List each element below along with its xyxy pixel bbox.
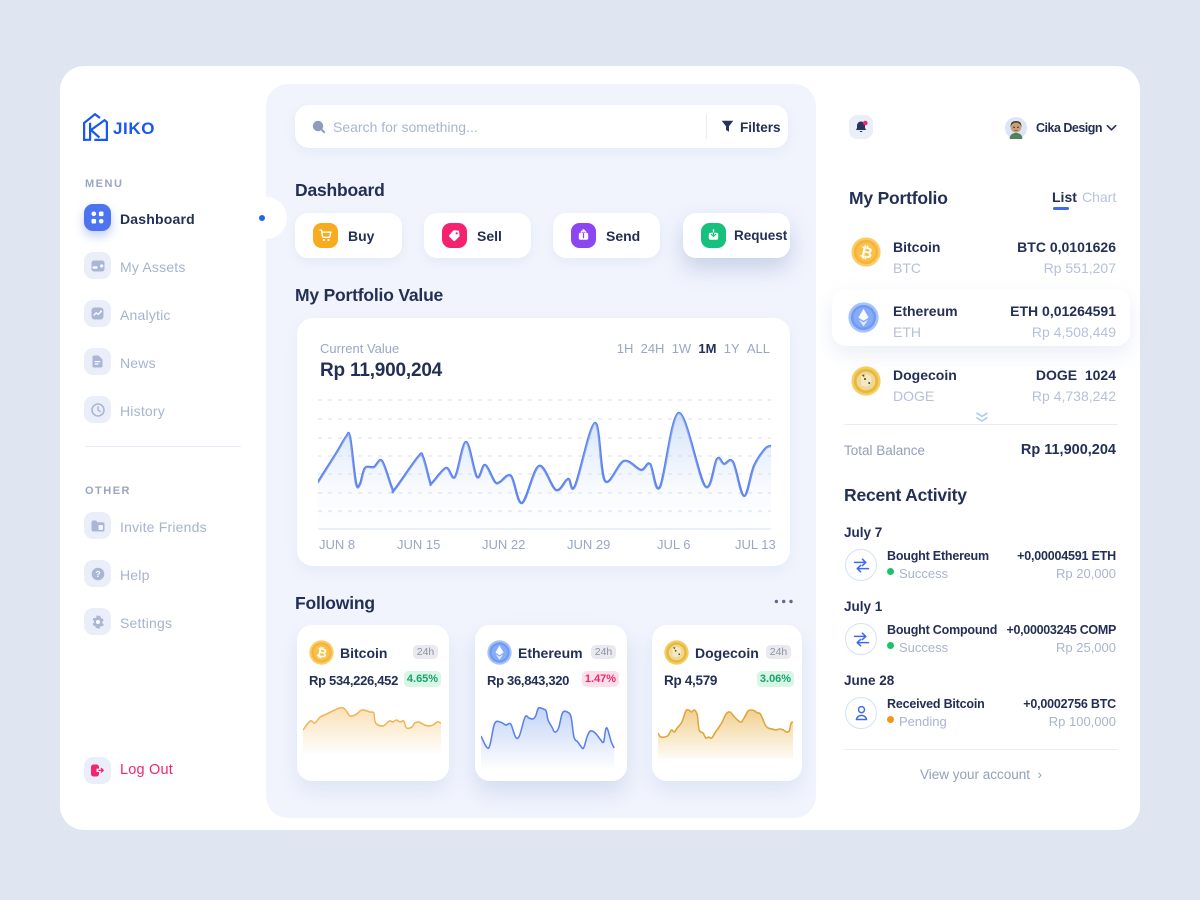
- svg-text:?: ?: [95, 568, 100, 578]
- svg-text:₿: ₿: [859, 243, 875, 262]
- svg-text:₿: ₿: [315, 645, 328, 661]
